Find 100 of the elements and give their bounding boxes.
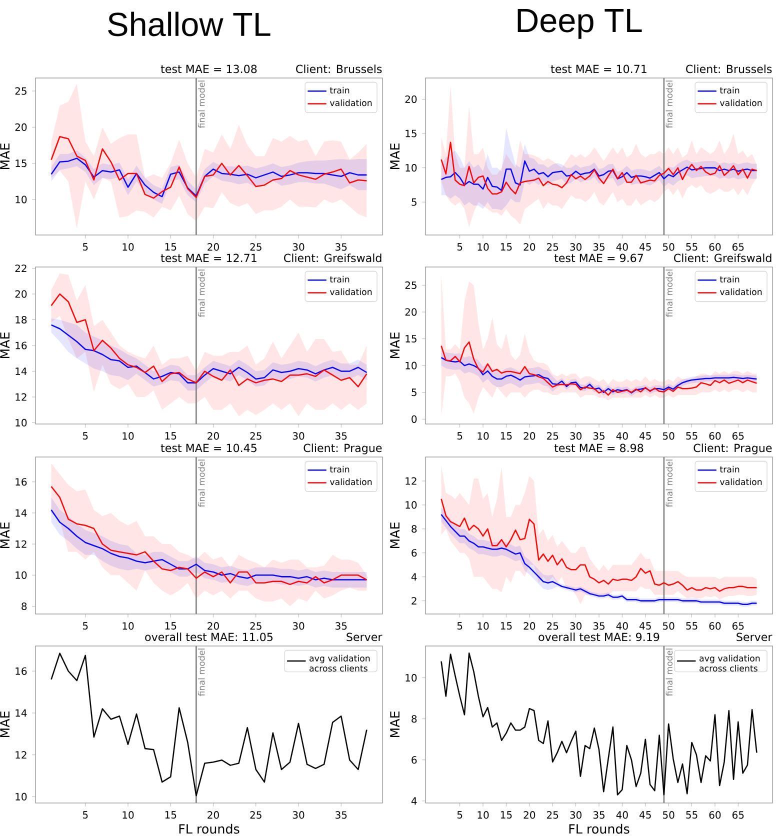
x-tick-label: 40 — [616, 432, 628, 440]
y-tick-label: 25 — [405, 281, 416, 289]
x-tick-label: 35 — [593, 432, 604, 440]
y-tick-label: 16 — [16, 342, 27, 350]
x-tick-label: 20 — [524, 811, 536, 819]
y-tick-label: 6 — [412, 756, 417, 764]
x-tick-label: 25 — [546, 622, 558, 630]
x-tick-label: 40 — [616, 811, 628, 819]
chart-subtitle: Client: Greifswald — [284, 254, 382, 262]
y-tick-label: 15 — [406, 335, 416, 343]
y-axis-title: MAE — [390, 522, 400, 548]
x-tick-label: 50 — [662, 811, 674, 819]
y-tick-label: 14 — [16, 709, 27, 717]
text: Deep TL — [518, 9, 642, 39]
x-tick-label: 15 — [500, 811, 512, 819]
x-tick-label: 45 — [640, 622, 651, 630]
y-tick-label: 4 — [411, 797, 417, 805]
y-axis-title: MAE — [0, 522, 10, 548]
y-axis-title: MAE — [390, 712, 400, 738]
x-tick-label: 15 — [500, 243, 512, 251]
x-tick-label: 30 — [292, 243, 304, 251]
legend-label: train — [720, 86, 740, 94]
ref-line-label: final model — [198, 460, 205, 508]
legend-label: validation — [330, 478, 372, 486]
x-tick-label: 40 — [616, 243, 628, 251]
y-tick-label: 0 — [412, 415, 417, 423]
y-axis-title: MAE — [0, 712, 10, 738]
legend-label: train — [330, 86, 350, 94]
y-axis-title: MAE — [0, 144, 10, 170]
chart-subtitle: Client: Greifswald — [674, 254, 772, 262]
x-tick-label: 65 — [732, 622, 744, 630]
x-tick-label: 35 — [336, 811, 347, 819]
x-tick-label: 60 — [709, 811, 721, 819]
legend-label: train — [330, 466, 350, 473]
legend-label: train — [720, 466, 740, 473]
y-tick-label: 6 — [412, 549, 417, 557]
y-axis-title: MAE — [390, 144, 400, 170]
y-tick-label: 15 — [16, 160, 26, 168]
ref-line-label: final model — [666, 648, 673, 696]
ref-line-label: final model — [198, 648, 205, 696]
x-tick-label: 10 — [478, 811, 489, 819]
y-tick-label: 20 — [405, 308, 417, 316]
x-tick-label: 5 — [457, 622, 462, 630]
chart-title: test MAE = 12.71 — [160, 254, 256, 262]
y-axis-title: MAE — [0, 332, 10, 358]
legend-label: avg validation across clients — [700, 654, 760, 672]
y-tick-label: 12 — [406, 477, 416, 485]
y-tick-label: 25 — [15, 87, 26, 95]
y-tick-label: 12 — [16, 751, 26, 759]
legend-label: validation — [330, 99, 372, 106]
x-tick-label: 15 — [165, 432, 176, 440]
x-tick-label: 30 — [570, 622, 582, 630]
x-tick-label: 5 — [457, 811, 462, 819]
x-tick-label: 5 — [82, 432, 88, 440]
x-tick-label: 30 — [292, 622, 304, 630]
y-tick-label: 10 — [16, 792, 27, 800]
x-tick-label: 35 — [593, 622, 604, 630]
y-tick-label: 16 — [16, 667, 27, 675]
legend-label: avg validation across clients — [310, 654, 370, 672]
legend-label: train — [720, 276, 740, 283]
y-axis-title: MAE — [390, 332, 400, 358]
x-tick-label: 10 — [478, 622, 489, 630]
legend-label: validation — [720, 478, 762, 486]
x-tick-label: 10 — [122, 811, 134, 819]
x-tick-label: 35 — [593, 243, 604, 251]
x-tick-label: 20 — [524, 243, 536, 251]
legend-label: train — [330, 276, 350, 283]
x-axis-title: FL rounds — [569, 824, 630, 834]
y-tick-label: 10 — [406, 164, 417, 172]
x-tick-label: 20 — [208, 243, 219, 251]
y-tick-label: 22 — [15, 264, 26, 272]
x-tick-label: 20 — [208, 622, 219, 630]
x-tick-label: 10 — [122, 432, 134, 440]
x-tick-label: 25 — [250, 811, 262, 819]
x-tick-label: 45 — [640, 811, 651, 819]
chart-subtitle: Client: Prague — [694, 444, 772, 454]
x-tick-label: 5 — [457, 432, 462, 440]
x-tick-label: 25 — [546, 243, 558, 251]
y-tick-label: 10 — [16, 196, 27, 204]
ref-line-label: final model — [198, 80, 205, 128]
x-tick-label: 50 — [662, 432, 674, 440]
x-tick-label: 65 — [732, 811, 744, 819]
x-tick-label: 30 — [570, 811, 582, 819]
y-tick-label: 10 — [406, 362, 417, 370]
x-tick-label: 30 — [570, 243, 582, 251]
chart-subtitle: Client: Brussels — [296, 64, 382, 74]
x-tick-label: 35 — [336, 622, 347, 630]
x-tick-label: 15 — [165, 622, 176, 630]
x-tick-label: 10 — [122, 243, 134, 251]
x-tick-label: 50 — [662, 243, 674, 251]
x-tick-label: 20 — [524, 622, 536, 630]
y-tick-label: 20 — [15, 290, 27, 298]
x-tick-label: 60 — [709, 243, 721, 251]
x-tick-label: 65 — [732, 243, 744, 251]
chart-subtitle: Client: Prague — [304, 444, 382, 454]
x-axis-title: FL rounds — [179, 824, 240, 834]
x-tick-label: 35 — [336, 243, 347, 251]
chart-subtitle: Server — [346, 632, 382, 642]
y-tick-label: 14 — [16, 509, 27, 517]
x-tick-label: 5 — [82, 243, 88, 251]
